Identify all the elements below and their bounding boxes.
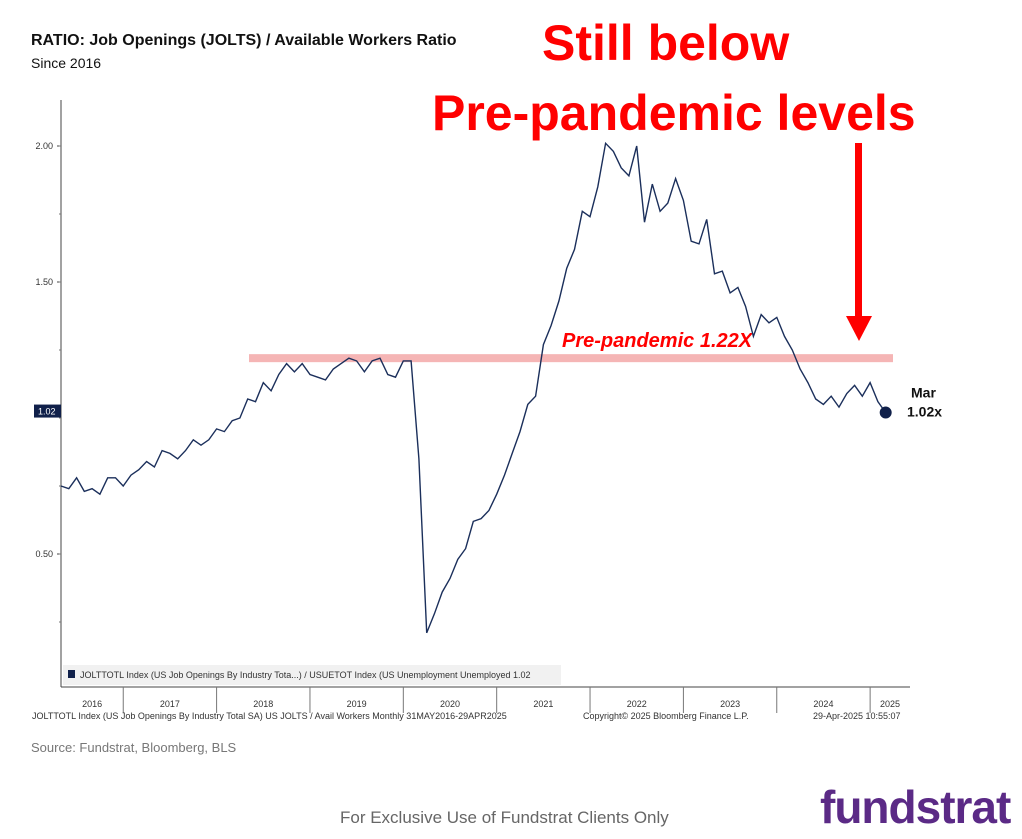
last-value-tag: 1.02	[34, 404, 61, 418]
bottom-bar-timestamp: 29-Apr-2025 10:55:07	[813, 711, 901, 721]
down-arrow-icon	[846, 143, 872, 341]
series-line	[60, 141, 887, 634]
x-tick-label: 2025	[880, 699, 900, 709]
last-point-label-month: Mar	[911, 385, 936, 401]
arrow-shaft	[855, 143, 862, 318]
chart-title: RATIO: Job Openings (JOLTS) / Available …	[31, 32, 457, 49]
ratio-chart: 0.50 1.50 2.00 2016 2017 2018 2019 2020 2021 202…	[32, 100, 942, 721]
plot-frame	[60, 100, 910, 688]
x-axis: 2016 2017 2018 2019 2020 2021 2022 2023 2024 2025	[82, 687, 900, 713]
x-tick-label: 2016	[82, 699, 102, 709]
last-value-tag-text: 1.02	[38, 407, 56, 417]
x-tick-label: 2022	[627, 699, 647, 709]
last-point-label-value: 1.02x	[907, 404, 942, 420]
last-point-marker	[879, 406, 892, 419]
x-tick-label: 2021	[533, 699, 553, 709]
bottom-bar-series-info: JOLTTOTL Index (US Job Openings By Indus…	[32, 711, 507, 721]
prepandemic-band	[249, 354, 893, 363]
legend-text: JOLTTOTL Index (US Job Openings By Indus…	[80, 670, 531, 680]
x-tick-label: 2019	[347, 699, 367, 709]
x-tick-label: 2020	[440, 699, 460, 709]
legend-swatch	[68, 670, 75, 678]
footer-disclaimer: For Exclusive Use of Fundstrat Clients O…	[340, 808, 669, 827]
x-tick-label: 2017	[160, 699, 180, 709]
bottom-bar-copyright: Copyright© 2025 Bloomberg Finance L.P.	[583, 711, 749, 721]
y-tick-label: 1.50	[35, 277, 53, 287]
arrow-head	[846, 316, 872, 341]
headline-line-1: Still below	[542, 15, 790, 71]
prepandemic-label: Pre-pandemic 1.22X	[562, 330, 754, 352]
headline-line-2: Pre-pandemic levels	[432, 85, 916, 141]
legend: JOLTTOTL Index (US Job Openings By Indus…	[63, 665, 561, 685]
fundstrat-logo: fundstrat	[820, 781, 1011, 833]
y-tick-label: 2.00	[35, 141, 53, 151]
x-tick-label: 2024	[813, 699, 833, 709]
source-note: Source: Fundstrat, Bloomberg, BLS	[31, 740, 237, 755]
x-tick-label: 2018	[253, 699, 273, 709]
x-tick-label: 2023	[720, 699, 740, 709]
chart-subtitle: Since 2016	[31, 55, 102, 71]
y-axis: 0.50 1.50 2.00	[35, 141, 61, 623]
y-tick-label: 0.50	[35, 549, 53, 559]
